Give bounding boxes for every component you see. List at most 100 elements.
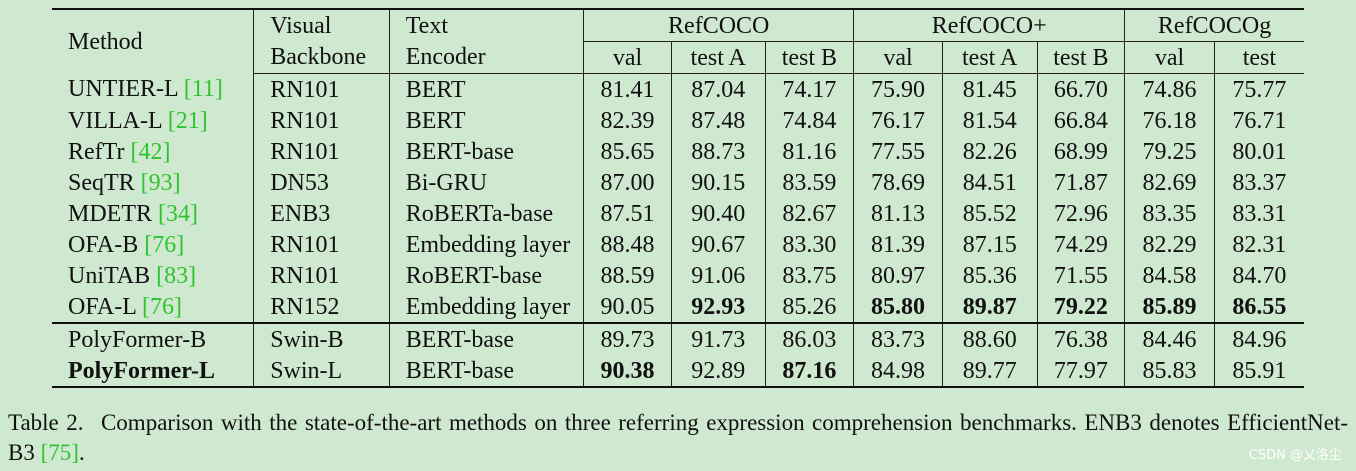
citation-link[interactable]: 76 [150,293,174,320]
method-name: UNTIER-L [68,76,178,103]
value-cell: 87.15 [941,229,1038,260]
value-cell: 71.55 [1036,260,1125,291]
value-cell: 81.45 [941,73,1038,105]
citation-link[interactable]: 76 [152,231,177,258]
value-cell-best: 89.87 [941,291,1038,323]
citation-link[interactable]: 75 [48,440,72,465]
header-subcol: test A [670,41,766,74]
value-cell: 77.55 [853,136,943,167]
value-cell: 83.30 [764,229,854,260]
value-cell: 83.37 [1213,167,1304,198]
value-cell: 83.75 [764,260,854,291]
value-cell: 75.90 [853,73,943,105]
citation-link[interactable]: 83 [164,262,189,289]
value-cell: 85.83 [1124,355,1215,388]
method-name: UniTAB [68,262,151,289]
method-cell: PolyFormer-B [52,322,254,355]
value-cell: 79.25 [1124,136,1215,167]
value-cell: 91.73 [670,322,766,355]
value-cell: 74.29 [1036,229,1125,260]
value-cell: 81.13 [853,198,943,229]
value-cell: 68.99 [1036,136,1125,167]
table-row: PolyFormer-B Swin-B BERT-base 89.73 91.7… [52,322,1304,355]
header-subcol: test A [941,41,1038,74]
value-cell: 87.51 [583,198,672,229]
citation-link[interactable]: 11 [191,76,215,103]
table-row: VILLA-L [21] RN101 BERT 82.39 87.48 74.8… [52,105,1304,136]
value-cell: 77.97 [1036,355,1125,388]
method-cell: MDETR [34] [68,200,198,227]
table-row: UNTIER-L [11] RN101 BERT 81.41 87.04 74.… [52,73,1304,105]
header-subcol: val [1124,41,1215,74]
backbone-cell: DN53 [253,167,390,198]
value-cell: 74.84 [764,105,854,136]
method-cell: UniTAB [83] [68,262,197,289]
citation-link[interactable]: 21 [175,107,200,134]
method-cell: UNTIER-L [11] [68,76,223,103]
value-cell-best: 85.80 [853,291,943,323]
value-cell: 80.01 [1213,136,1304,167]
value-cell: 88.73 [670,136,766,167]
value-cell: 84.58 [1124,260,1215,291]
value-cell: 82.31 [1213,229,1304,260]
value-cell: 84.46 [1124,322,1215,355]
value-cell: 81.16 [764,136,854,167]
value-cell: 88.60 [941,322,1038,355]
value-cell: 88.48 [583,229,672,260]
table-row: UniTAB [83] RN101 RoBERT-base 88.59 91.0… [52,260,1304,291]
header-group-refcocog: RefCOCOg [1124,8,1304,42]
encoder-cell: BERT-base [388,355,584,388]
value-cell: 82.67 [764,198,854,229]
value-cell: 82.39 [583,105,672,136]
value-cell: 85.52 [941,198,1038,229]
header-subcol: val [853,41,943,74]
value-cell: 82.26 [941,136,1038,167]
value-cell: 91.06 [670,260,766,291]
value-cell: 84.96 [1213,322,1304,355]
header-subcol: test B [1036,41,1125,74]
citation-link[interactable]: 34 [166,200,190,227]
table-row: PolyFormer-L Swin-L BERT-base 90.38 92.8… [52,355,1304,388]
header-text-line1: Text [388,8,584,42]
value-cell: 87.00 [583,167,672,198]
value-cell: 85.91 [1213,355,1304,388]
citation-link[interactable]: 42 [138,138,163,165]
value-cell: 90.67 [670,229,766,260]
value-cell: 84.51 [941,167,1038,198]
header-group-refcoco: RefCOCO [583,8,854,42]
results-table: Method Visual Text RefCOCO RefCOCO+ RefC… [52,8,1304,388]
value-cell-best: 85.89 [1124,291,1215,323]
table-row: MDETR [34] ENB3 RoBERTa-base 87.51 90.40… [52,198,1304,229]
value-cell: 84.98 [853,355,943,388]
citation-link[interactable]: 93 [148,169,173,196]
caption-text: Comparison with the state-of-the-art met… [8,410,1349,465]
value-cell: 84.70 [1213,260,1304,291]
encoder-cell: Bi-GRU [388,167,584,198]
header-subcol: test [1213,41,1304,74]
method-cell: RefTr [42] [68,138,171,165]
table-caption: Table 2. Comparison with the state-of-th… [8,410,1349,465]
value-cell: 89.77 [941,355,1038,388]
header-visual-line2: Backbone [253,41,390,74]
encoder-cell: RoBERT-base [388,260,584,291]
header-row-1: Method Visual Text RefCOCO RefCOCO+ RefC… [52,8,1304,74]
value-cell: 81.54 [941,105,1038,136]
value-cell: 85.26 [764,291,854,323]
header-group-refcocoplus: RefCOCO+ [853,8,1125,42]
encoder-cell: Embedding layer [388,291,584,323]
method-name: MDETR [68,200,152,227]
backbone-cell: RN101 [253,73,390,105]
encoder-cell: RoBERTa-base [388,198,584,229]
value-cell: 82.29 [1124,229,1215,260]
value-cell: 78.69 [853,167,943,198]
value-cell: 83.59 [764,167,854,198]
results-table-container: Method Visual Text RefCOCO RefCOCO+ RefC… [52,8,1304,388]
value-cell: 86.03 [764,322,854,355]
value-cell: 74.17 [764,73,854,105]
encoder-cell: BERT-base [388,322,584,355]
method-name: SeqTR [68,169,135,196]
backbone-cell: RN101 [253,260,390,291]
value-cell: 83.35 [1124,198,1215,229]
watermark-text: CSDN @乂洛尘 [1248,448,1342,463]
value-cell-best: 79.22 [1036,291,1125,323]
